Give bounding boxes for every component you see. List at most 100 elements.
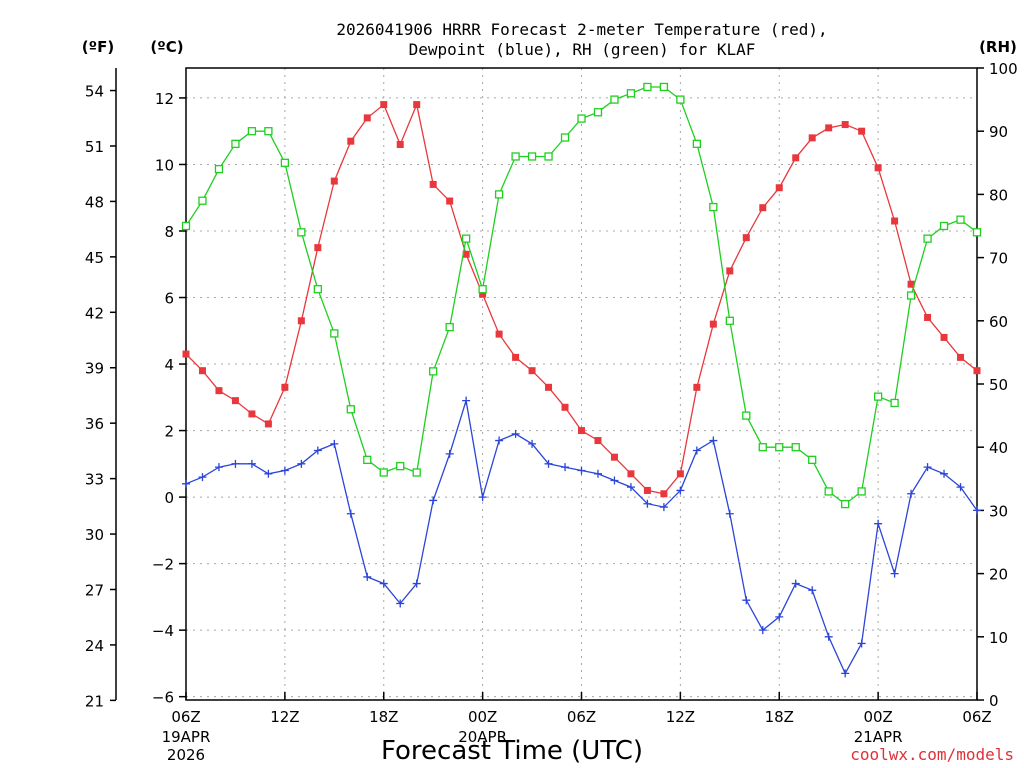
celsius-tick-label: 4	[164, 356, 174, 374]
data-point	[264, 469, 273, 478]
data-point	[346, 509, 355, 518]
data-point	[808, 134, 816, 142]
data-point	[544, 459, 553, 468]
x-tick-label: 06Z	[962, 708, 991, 726]
data-point	[445, 449, 454, 458]
data-point	[313, 446, 322, 455]
x-tick-label: 18Z	[369, 708, 398, 726]
data-point	[874, 164, 882, 172]
fahrenheit-tick-label: 24	[85, 637, 104, 655]
data-point	[593, 108, 603, 117]
data-point	[561, 463, 570, 472]
data-point	[841, 499, 850, 509]
celsius-tick-label: 8	[164, 223, 174, 241]
data-point	[857, 487, 866, 496]
data-point	[973, 367, 981, 375]
fahrenheit-tick-label: 45	[85, 249, 104, 267]
data-point	[857, 639, 866, 648]
data-point	[181, 221, 191, 231]
data-point	[709, 320, 717, 328]
data-point	[676, 95, 685, 104]
data-point	[396, 462, 405, 471]
rh-tick-label: 10	[989, 629, 1008, 647]
data-point	[593, 469, 602, 478]
data-point	[742, 234, 750, 242]
data-point	[380, 101, 388, 109]
fahrenheit-tick-label: 30	[85, 526, 104, 544]
x-tick-label: 18Z	[765, 708, 794, 726]
fahrenheit-unit-label: (ºF)	[82, 38, 114, 56]
data-point	[479, 290, 487, 298]
data-point	[313, 285, 322, 294]
data-point	[182, 350, 190, 358]
data-point	[347, 137, 355, 145]
data-point	[973, 506, 981, 515]
data-point	[413, 101, 421, 109]
data-point	[923, 234, 932, 243]
fahrenheit-tick-label: 39	[85, 360, 104, 378]
x-date-label: 21APR	[854, 728, 903, 746]
data-point	[280, 466, 289, 475]
data-point	[792, 154, 800, 162]
data-point	[577, 466, 586, 475]
celsius-tick-label: 0	[164, 489, 174, 507]
data-point	[643, 82, 652, 92]
data-point	[527, 152, 537, 161]
chart-title: 2026041906 HRRR Forecast 2-meter Tempera…	[336, 20, 827, 59]
data-point	[742, 596, 751, 605]
fahrenheit-tick-label: 48	[85, 193, 104, 211]
data-point	[346, 405, 355, 414]
data-point	[281, 383, 289, 391]
data-point	[578, 427, 585, 435]
data-point	[874, 519, 883, 528]
data-point	[676, 470, 684, 478]
data-point	[725, 316, 734, 325]
data-point	[940, 333, 948, 341]
data-point	[445, 322, 454, 332]
series-2	[181, 82, 982, 509]
data-point	[693, 383, 701, 391]
data-point	[742, 411, 751, 420]
celsius-tick-label: −4	[152, 622, 174, 640]
data-point	[231, 139, 240, 148]
data-point	[215, 387, 223, 395]
data-point	[808, 586, 817, 595]
data-point	[314, 244, 322, 252]
data-point	[594, 437, 602, 445]
data-point	[560, 133, 570, 142]
data-point	[297, 317, 305, 325]
data-point	[462, 250, 470, 258]
data-point	[511, 152, 520, 161]
fahrenheit-tick-label: 27	[85, 581, 104, 599]
data-point	[858, 127, 866, 135]
data-point	[214, 164, 224, 174]
rh-tick-label: 20	[989, 566, 1008, 584]
data-point	[495, 330, 503, 338]
data-point	[561, 403, 569, 411]
data-point	[890, 398, 899, 408]
data-point	[791, 443, 800, 452]
data-point	[940, 469, 949, 478]
rh-tick-label: 70	[989, 250, 1008, 268]
x-tick-label: 06Z	[171, 708, 200, 726]
data-point	[775, 443, 784, 452]
rh-tick-label: 0	[989, 692, 999, 710]
data-point	[891, 217, 899, 225]
data-point	[759, 204, 767, 212]
celsius-tick-label: −2	[152, 556, 174, 574]
data-point	[775, 184, 783, 192]
data-point	[214, 463, 223, 472]
data-point	[264, 127, 273, 136]
data-point	[429, 496, 438, 505]
data-point	[429, 180, 437, 188]
data-point	[198, 367, 206, 375]
data-point	[280, 158, 290, 167]
data-point	[494, 190, 504, 199]
x-tick-label: 00Z	[863, 708, 892, 726]
data-point	[643, 499, 652, 508]
data-point	[379, 468, 388, 477]
series-line	[185, 86, 978, 505]
x-tick-label: 00Z	[468, 708, 497, 726]
data-point	[873, 392, 883, 401]
